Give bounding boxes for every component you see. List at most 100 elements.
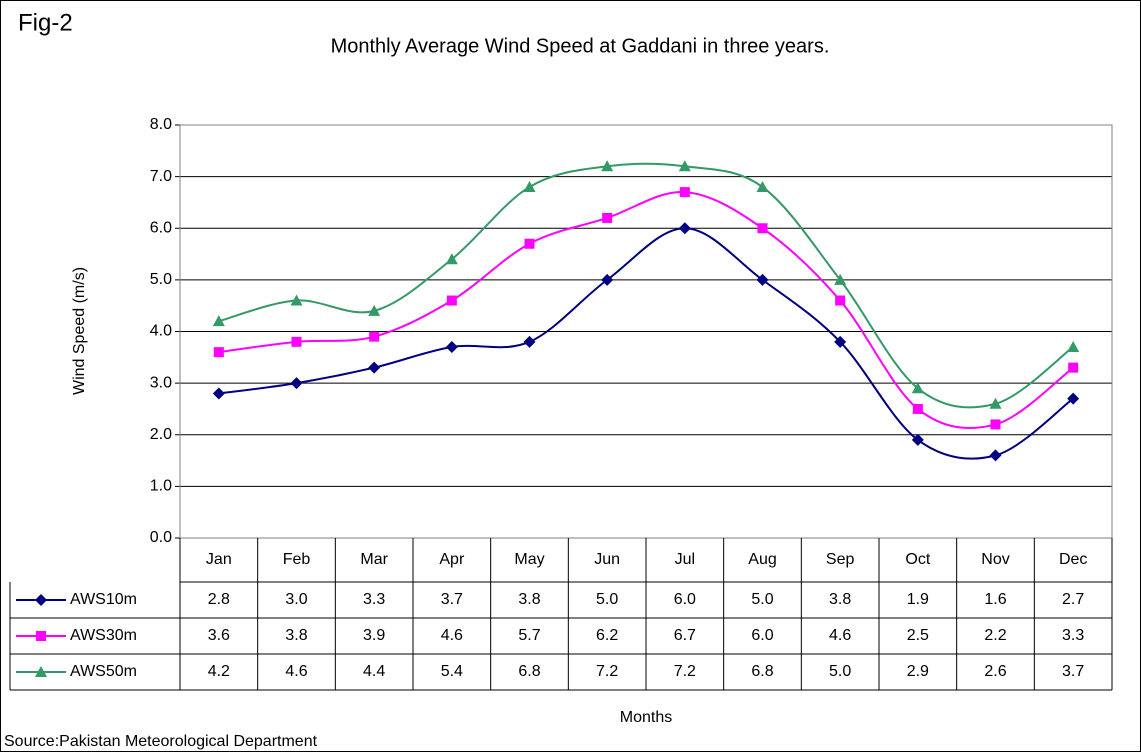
x-tick-label: Jun — [594, 551, 620, 568]
data-point — [756, 180, 769, 192]
x-axis-label: Months — [620, 709, 672, 726]
data-point — [678, 222, 691, 235]
table-value: 3.6 — [208, 627, 230, 644]
data-point — [834, 335, 847, 348]
table-value: 3.8 — [829, 591, 851, 608]
table-value: 6.2 — [596, 627, 618, 644]
table-value: 5.4 — [441, 663, 463, 680]
legend-marker — [35, 594, 47, 606]
data-point — [834, 273, 847, 285]
data-point — [835, 295, 846, 306]
data-point — [446, 295, 457, 306]
table-value: 4.6 — [441, 627, 463, 644]
data-point — [989, 449, 1002, 462]
data-point — [368, 304, 381, 316]
table-value: 6.8 — [518, 663, 540, 680]
table-value: 1.9 — [907, 591, 929, 608]
data-point — [290, 294, 303, 306]
data-point — [213, 347, 224, 358]
legend-marker — [36, 631, 46, 641]
data-point — [912, 403, 923, 414]
table-value: 4.2 — [208, 663, 230, 680]
data-point — [989, 397, 1002, 409]
table-value: 7.2 — [674, 663, 696, 680]
table-value: 3.7 — [441, 591, 463, 608]
x-tick-label: Dec — [1059, 551, 1087, 568]
table-value: 3.9 — [363, 627, 385, 644]
x-tick-label: Oct — [905, 551, 930, 568]
x-tick-label: Sep — [826, 551, 855, 568]
data-point — [601, 160, 614, 172]
y-axis-label: Wind Speed (m/s) — [71, 267, 88, 395]
y-tick-label: 7.0 — [150, 168, 172, 185]
table-value: 2.8 — [208, 591, 230, 608]
x-tick-label: Apr — [439, 551, 465, 568]
source: Source:Pakistan Meteorological Departmen… — [4, 733, 318, 750]
data-point — [524, 238, 535, 249]
table-value: 5.7 — [518, 627, 540, 644]
table-value: 3.7 — [1062, 663, 1084, 680]
table-value: 3.3 — [363, 591, 385, 608]
table-value: 5.0 — [829, 663, 851, 680]
x-tick-label: Aug — [748, 551, 776, 568]
data-point — [368, 361, 381, 374]
legend-label: AWS50m — [70, 663, 137, 680]
x-tick-label: May — [514, 551, 544, 568]
table-value: 6.0 — [751, 627, 773, 644]
y-tick-label: 4.0 — [150, 323, 172, 340]
data-point — [445, 340, 458, 353]
data-point — [601, 273, 614, 286]
table-value: 4.6 — [829, 627, 851, 644]
data-point — [212, 387, 225, 400]
data-point — [1067, 340, 1080, 352]
y-tick-label: 2.0 — [150, 426, 172, 443]
table-value: 2.7 — [1062, 591, 1084, 608]
y-tick-label: 6.0 — [150, 219, 172, 236]
y-tick-label: 0.0 — [150, 529, 172, 546]
data-point — [369, 331, 380, 342]
y-tick-label: 3.0 — [150, 374, 172, 391]
table-value: 4.6 — [285, 663, 307, 680]
table-value: 3.8 — [285, 627, 307, 644]
y-tick-label: 8.0 — [150, 116, 172, 133]
data-point — [757, 223, 768, 234]
table-value: 2.5 — [907, 627, 929, 644]
x-tick-label: Feb — [283, 551, 311, 568]
x-tick-label: Jan — [206, 551, 232, 568]
data-point — [911, 382, 924, 394]
legend-label: AWS10m — [70, 591, 137, 608]
table-value: 6.7 — [674, 627, 696, 644]
y-tick-label: 5.0 — [150, 271, 172, 288]
data-point — [679, 187, 690, 198]
table-value: 6.8 — [751, 663, 773, 680]
table-value: 2.9 — [907, 663, 929, 680]
table-value: 7.2 — [596, 663, 618, 680]
data-point — [1068, 362, 1079, 373]
table-value: 2.2 — [984, 627, 1006, 644]
legend-label: AWS30m — [70, 627, 137, 644]
table-value: 6.0 — [674, 591, 696, 608]
data-point — [291, 336, 302, 347]
data-point — [1067, 392, 1080, 405]
data-point — [212, 315, 225, 327]
data-point — [678, 160, 691, 172]
data-point — [445, 253, 458, 265]
table-value: 1.6 — [984, 591, 1006, 608]
table-value: 3.8 — [518, 591, 540, 608]
table-value: 4.4 — [363, 663, 385, 680]
figure-label: Fig-2 — [18, 9, 73, 36]
data-point — [602, 212, 613, 223]
data-point — [523, 335, 536, 348]
legend-marker — [35, 666, 47, 677]
table-value: 3.0 — [285, 591, 307, 608]
table-value: 2.6 — [984, 663, 1006, 680]
y-tick-label: 1.0 — [150, 478, 172, 495]
chart-title: Monthly Average Wind Speed at Gaddani in… — [331, 35, 830, 57]
table-value: 3.3 — [1062, 627, 1084, 644]
table-value: 5.0 — [596, 591, 618, 608]
data-point — [290, 377, 303, 390]
table-value: 5.0 — [751, 591, 773, 608]
data-point — [911, 433, 924, 446]
